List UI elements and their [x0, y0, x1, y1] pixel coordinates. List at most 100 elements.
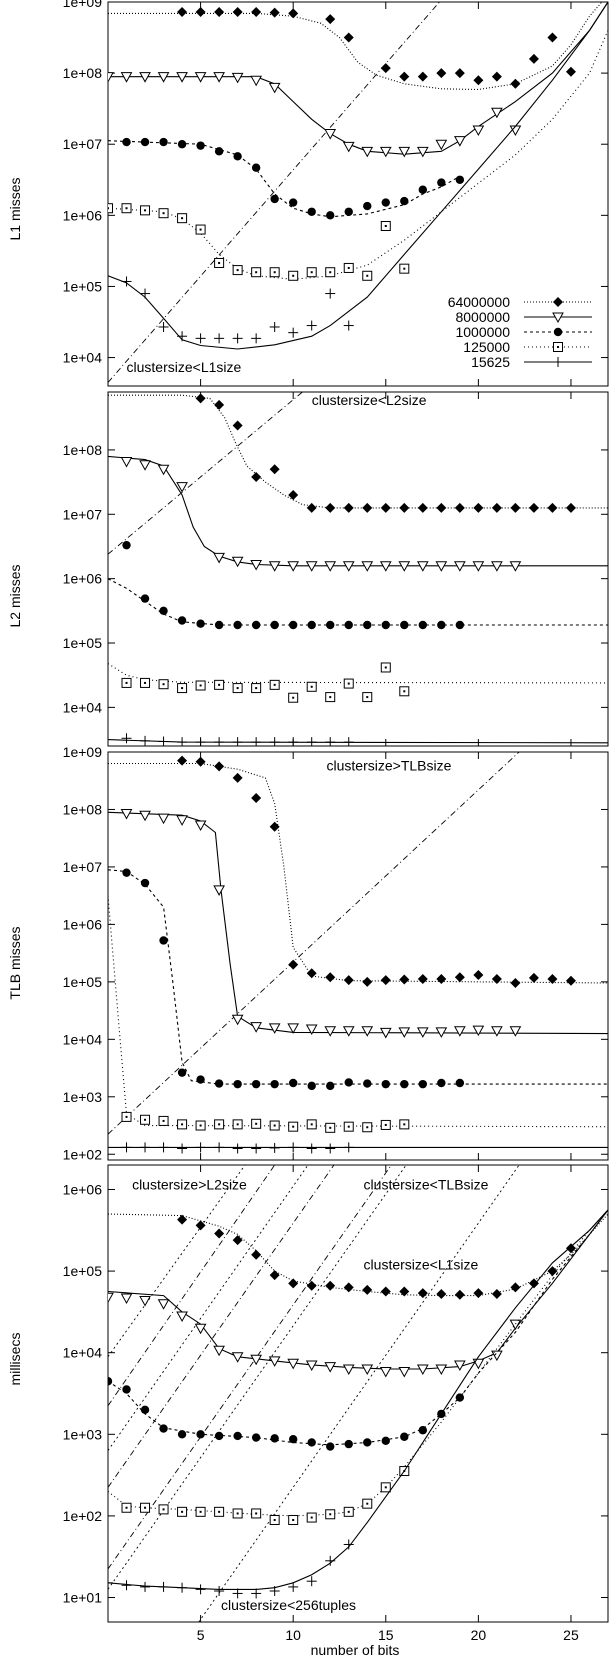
y-tick-label: 1e+03 — [63, 1426, 103, 1442]
legend-label: 8000000 — [455, 309, 510, 325]
data-point-8000000 — [435, 1364, 448, 1376]
data-point-8000000 — [472, 1025, 485, 1037]
data-point-15625 — [269, 1142, 280, 1153]
data-point-125000-dot — [366, 274, 369, 277]
legend-marker-dot — [557, 346, 559, 348]
y-tick-label: 1e+05 — [63, 635, 103, 651]
data-point-64000000 — [528, 1278, 539, 1289]
data-point-8000000 — [176, 815, 188, 826]
data-point-125000-dot — [162, 1119, 165, 1122]
data-point-64000000 — [214, 1228, 225, 1239]
data-point-8000000 — [416, 146, 429, 158]
data-point-1000000 — [270, 194, 279, 204]
panel-0: 1e+04 1e+05 1e+06 1e+07 1e+08 1e+09 clustersiz… — [63, 0, 609, 387]
data-point-1000000 — [177, 1068, 187, 1077]
data-point-64000000 — [473, 1288, 484, 1299]
data-point-64000000 — [251, 1249, 262, 1260]
data-point-125000 — [158, 679, 169, 690]
data-point-8000000 — [361, 1364, 374, 1376]
data-point-15625 — [251, 1143, 262, 1154]
data-point-125000 — [214, 1119, 225, 1130]
data-point-8000000 — [472, 125, 485, 137]
data-point-8000000 — [435, 139, 448, 151]
data-point-125000 — [269, 1514, 280, 1525]
data-point-8000000 — [324, 129, 337, 140]
data-point-8000000 — [398, 1027, 411, 1038]
data-point-1000000 — [326, 1081, 335, 1091]
data-point-8000000 — [213, 552, 225, 564]
series-curve-8000000 — [108, 455, 608, 567]
data-point-125000-dot — [236, 269, 239, 272]
data-point-64000000 — [325, 14, 336, 25]
data-point-64000000 — [195, 6, 206, 17]
data-point-8000000 — [287, 1358, 300, 1370]
data-point-64000000 — [362, 1284, 373, 1295]
data-point-1000000 — [251, 163, 261, 172]
data-point-8000000 — [139, 72, 151, 83]
data-point-1000000 — [344, 207, 353, 216]
data-point-15625 — [140, 735, 151, 746]
data-point-125000-dot — [384, 225, 387, 227]
data-point-8000000 — [250, 559, 262, 571]
data-point-15625 — [288, 327, 299, 338]
data-point-8000000 — [379, 561, 392, 572]
data-point-125000-dot — [329, 1126, 332, 1129]
data-point-125000 — [251, 1508, 262, 1519]
data-point-125000 — [343, 262, 354, 273]
data-point-1000000 — [233, 152, 242, 161]
data-point-64000000 — [195, 1220, 206, 1231]
data-point-8000000 — [305, 1024, 318, 1036]
data-point-1000000 — [196, 1430, 205, 1439]
series-curve-8000000 — [108, 1209, 608, 1370]
data-point-64000000 — [343, 32, 354, 43]
data-point-8000000 — [379, 146, 392, 158]
series-curve-64000000 — [108, 762, 608, 984]
data-point-15625 — [140, 288, 151, 299]
reference-line — [108, 392, 303, 555]
panel-plot-area — [108, 392, 608, 746]
data-point-15625 — [214, 737, 225, 746]
reference-line — [108, 1165, 276, 1406]
data-point-8000000 — [361, 146, 374, 158]
data-point-1000000 — [214, 1079, 224, 1088]
y-tick-label: 1e+04 — [63, 1031, 103, 1047]
data-point-8000000 — [213, 72, 225, 83]
data-point-64000000 — [547, 973, 558, 984]
data-point-125000 — [343, 1121, 354, 1132]
data-point-125000-dot — [162, 683, 165, 686]
data-point-15625 — [306, 1576, 317, 1587]
data-point-15625 — [177, 737, 188, 746]
data-point-64000000 — [491, 71, 502, 82]
data-point-1000000 — [326, 620, 335, 630]
data-point-125000 — [121, 1502, 132, 1513]
data-point-125000-dot — [125, 207, 128, 210]
data-point-15625 — [343, 1142, 354, 1153]
data-point-125000 — [343, 678, 354, 689]
data-point-8000000 — [176, 72, 188, 83]
series-curve-64000000 — [108, 1213, 608, 1297]
data-point-15625 — [121, 733, 132, 744]
data-point-1000000 — [288, 198, 298, 207]
data-point-125000 — [251, 683, 262, 694]
data-point-125000-dot — [366, 1502, 369, 1505]
data-point-125000-dot — [273, 1518, 276, 1521]
data-point-64000000 — [491, 973, 502, 984]
data-point-125000-dot — [125, 1506, 128, 1509]
data-point-125000-dot — [125, 1115, 128, 1118]
data-point-125000-dot — [199, 228, 202, 231]
data-point-125000-dot — [199, 684, 202, 687]
x-tick-label: 10 — [285, 1627, 301, 1643]
data-point-8000000 — [361, 561, 374, 572]
data-point-125000 — [288, 1514, 299, 1525]
data-point-1000000 — [251, 620, 261, 630]
data-point-1000000 — [418, 1426, 428, 1435]
data-point-125000 — [195, 1120, 206, 1131]
y-tick-label: 1e+05 — [63, 278, 103, 294]
data-point-64000000 — [436, 1288, 447, 1299]
data-point-15625 — [251, 737, 262, 746]
series-curve-8000000 — [108, 811, 608, 1035]
data-point-8000000 — [324, 1026, 337, 1037]
data-point-64000000 — [417, 71, 428, 82]
data-point-8000000 — [509, 561, 522, 572]
y-tick-label: 1e+01 — [63, 1590, 103, 1606]
